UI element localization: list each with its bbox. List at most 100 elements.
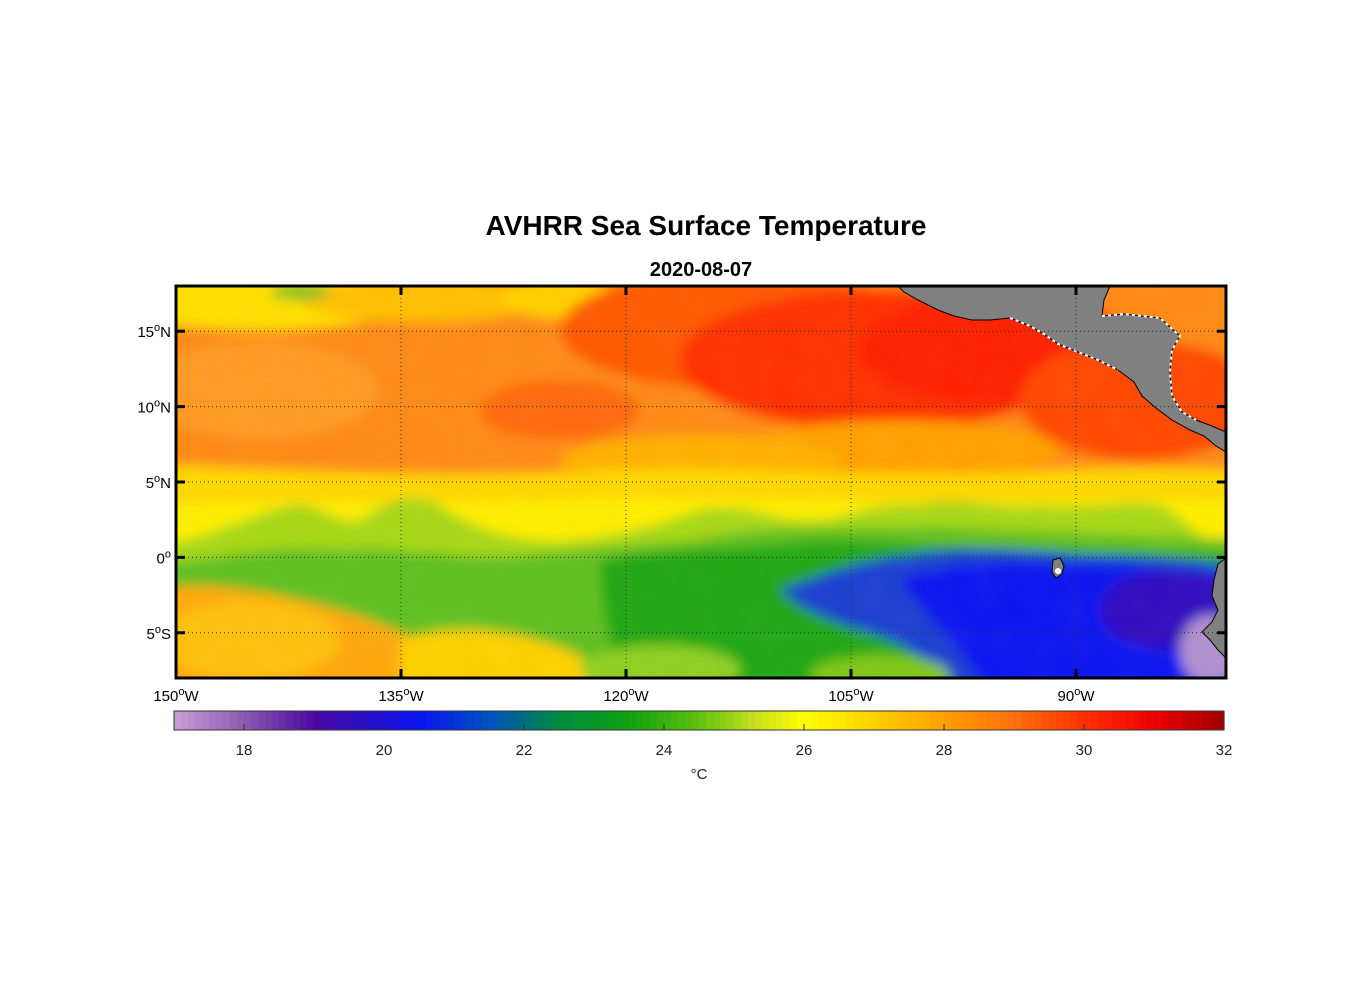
colorbar-swatch: [258, 711, 266, 730]
colorbar-swatch: [909, 711, 917, 730]
colorbar-swatch: [797, 711, 805, 730]
colorbar-tick-label-22: 22: [516, 742, 533, 759]
colorbar-swatch: [748, 711, 756, 730]
colorbar-tick-label-20: 20: [376, 742, 393, 759]
colorbar-swatch: [706, 711, 714, 730]
colorbar-swatch: [552, 711, 560, 730]
colorbar-swatch: [580, 711, 588, 730]
colorbar-swatch: [1070, 711, 1078, 730]
y-tick-label-5S: 5oS: [147, 624, 171, 643]
colorbar-swatch: [671, 711, 679, 730]
colorbar-swatch: [482, 711, 490, 730]
colorbar-swatch: [923, 711, 931, 730]
colorbar-swatch: [860, 711, 868, 730]
x-tick-label-90W: 90oW: [1058, 686, 1096, 705]
colorbar-swatch: [657, 711, 665, 730]
colorbar-swatch: [811, 711, 819, 730]
colorbar-swatch: [986, 711, 994, 730]
colorbar-swatch: [734, 711, 742, 730]
colorbar-swatch: [853, 711, 861, 730]
colorbar-swatch: [902, 711, 910, 730]
chart-subtitle: 2020-08-07: [650, 259, 752, 281]
colorbar-swatch: [412, 711, 420, 730]
colorbar-swatch: [188, 711, 196, 730]
colorbar-swatch: [769, 711, 777, 730]
colorbar-swatch: [545, 711, 553, 730]
colorbar-swatch: [965, 711, 973, 730]
y-axis: 15oN 10oN 5oN 0o 5oS: [137, 322, 1226, 643]
colorbar-unit-label: °C: [691, 766, 708, 783]
colorbar-swatch: [363, 711, 371, 730]
colorbar-swatch: [762, 711, 770, 730]
colorbar-swatch: [601, 711, 609, 730]
colorbar-swatch: [1035, 711, 1043, 730]
colorbar-swatch: [1119, 711, 1127, 730]
colorbar-swatch: [272, 711, 280, 730]
colorbar-swatch: [447, 711, 455, 730]
colorbar-swatch: [202, 711, 210, 730]
colorbar-swatch: [1098, 711, 1106, 730]
colorbar-swatch: [265, 711, 273, 730]
colorbar-tick-label-24: 24: [656, 742, 673, 759]
colorbar-swatch: [1196, 711, 1204, 730]
colorbar-swatch: [566, 711, 574, 730]
land-mass-galapagos: [1051, 557, 1065, 579]
colorbar-swatch: [419, 711, 427, 730]
colorbar-swatch: [636, 711, 644, 730]
colorbar-swatch: [538, 711, 546, 730]
colorbar-swatch: [587, 711, 595, 730]
colorbar-tick-label-18: 18: [236, 742, 253, 759]
colorbar-swatch: [181, 711, 189, 730]
colorbar-swatch: [321, 711, 329, 730]
colorbar-swatch: [818, 711, 826, 730]
colorbar-swatch: [881, 711, 889, 730]
x-tick-label-135W: 135oW: [378, 686, 424, 705]
colorbar-tick-label-26: 26: [796, 742, 813, 759]
colorbar-swatch: [916, 711, 924, 730]
colorbar-swatch: [720, 711, 728, 730]
colorbar-tick-label-30: 30: [1076, 742, 1093, 759]
colorbar-swatch: [1175, 711, 1183, 730]
colorbar-swatch: [1154, 711, 1162, 730]
colorbar-swatch: [790, 711, 798, 730]
colorbar-swatch: [1000, 711, 1008, 730]
colorbar-swatch: [496, 711, 504, 730]
colorbar-swatch: [1133, 711, 1141, 730]
colorbar-swatch: [650, 711, 658, 730]
colorbar-swatch: [1168, 711, 1176, 730]
colorbar-swatch: [1021, 711, 1029, 730]
colorbar-swatch: [622, 711, 630, 730]
colorbar-swatch: [1112, 711, 1120, 730]
colorbar-swatch: [846, 711, 854, 730]
colorbar-swatch: [391, 711, 399, 730]
colorbar-swatch: [755, 711, 763, 730]
colorbar: 18 20 22 24 26 28 30 32 °C: [173, 710, 1233, 783]
colorbar-swatch: [944, 711, 952, 730]
colorbar-swatch: [377, 711, 385, 730]
colorbar-swatch: [594, 711, 602, 730]
colorbar-swatch: [937, 711, 945, 730]
colorbar-swatch: [468, 711, 476, 730]
colorbar-swatch: [804, 711, 812, 730]
colorbar-swatch: [1210, 711, 1218, 730]
colorbar-swatch: [328, 711, 336, 730]
colorbar-swatch: [1042, 711, 1050, 730]
colorbar-swatch: [1140, 711, 1148, 730]
colorbar-swatch: [958, 711, 966, 730]
colorbar-swatch: [244, 711, 252, 730]
colorbar-swatch: [1161, 711, 1169, 730]
y-tick-label-5N: 5oN: [146, 473, 171, 492]
colorbar-swatch: [216, 711, 224, 730]
colorbar-swatch: [293, 711, 301, 730]
colorbar-tick-label-28: 28: [936, 742, 953, 759]
colorbar-swatch: [1126, 711, 1134, 730]
colorbar-swatch: [1217, 711, 1225, 730]
colorbar-swatch: [692, 711, 700, 730]
colorbar-swatch: [741, 711, 749, 730]
colorbar-swatch: [209, 711, 217, 730]
colorbar-swatch: [1105, 711, 1113, 730]
colorbar-tick-label-32: 32: [1216, 742, 1233, 759]
colorbar-swatch: [517, 711, 525, 730]
colorbar-swatch: [685, 711, 693, 730]
